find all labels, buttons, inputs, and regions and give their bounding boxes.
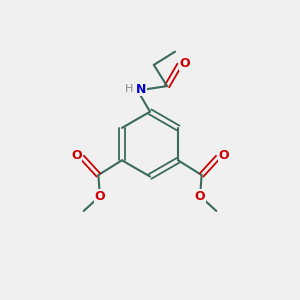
- Text: O: O: [195, 190, 206, 203]
- Text: N: N: [136, 83, 146, 96]
- Text: O: O: [71, 149, 82, 162]
- Text: O: O: [179, 57, 190, 70]
- Text: O: O: [218, 149, 229, 162]
- Text: H: H: [125, 84, 134, 94]
- Text: O: O: [94, 190, 105, 203]
